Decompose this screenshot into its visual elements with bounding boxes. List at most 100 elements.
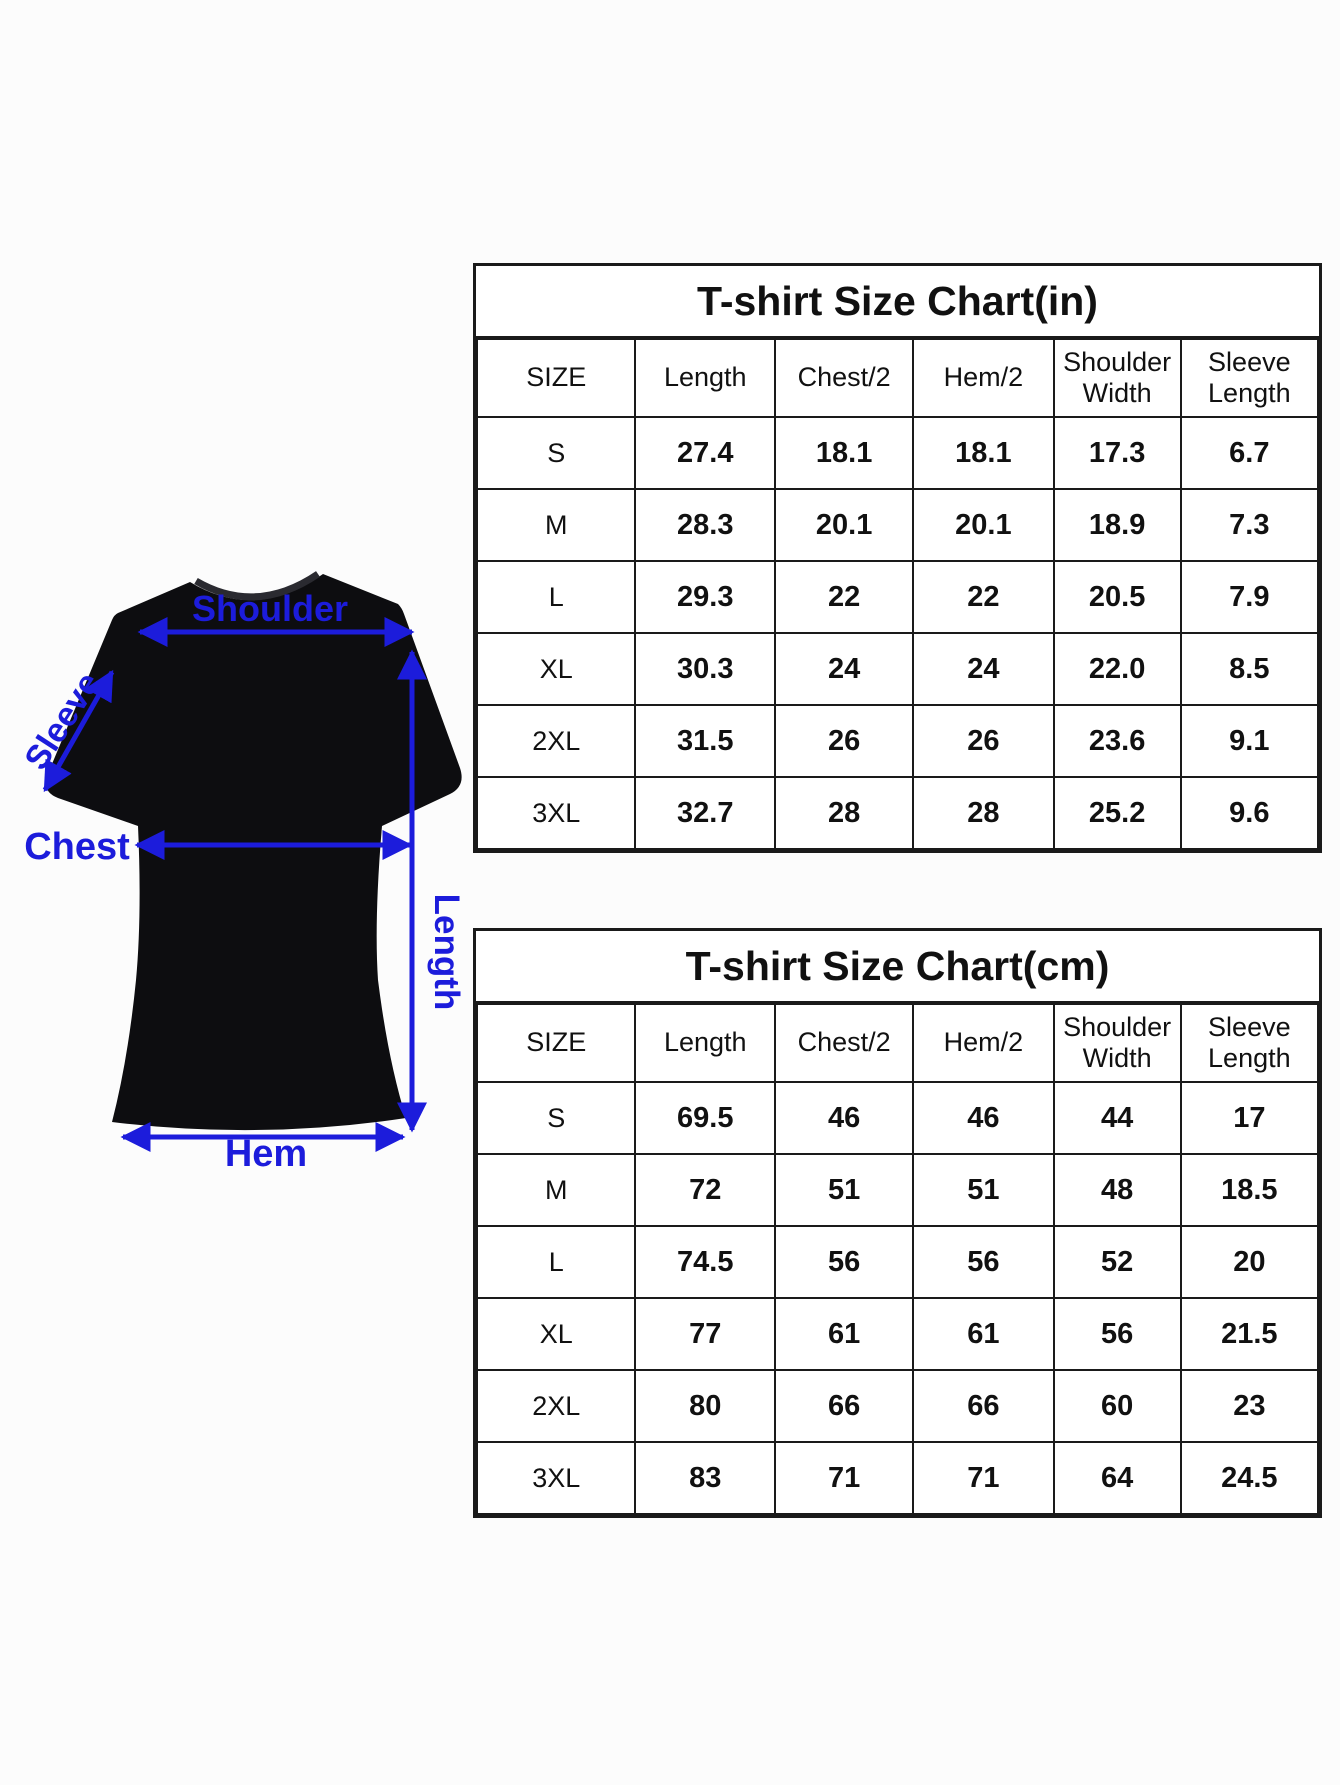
hem-label: Hem [224, 1133, 308, 1175]
size-row: XL 30.3 24 24 22.0 8.5 [475, 632, 1320, 706]
tshirt-measurement-diagram [42, 571, 462, 1152]
value-cell: 28 [912, 776, 1055, 850]
value-cell: 61 [774, 1297, 915, 1371]
size-cell: 3XL [475, 1441, 637, 1515]
sleeve-arrow [42, 669, 115, 793]
table-title-inches: T-shirt Size Chart(in) [476, 266, 1319, 338]
value-cell: 6.7 [1179, 416, 1320, 490]
size-row: S 27.4 18.1 18.1 17.3 6.7 [475, 416, 1320, 490]
table-title-cm: T-shirt Size Chart(cm) [476, 931, 1319, 1003]
size-cell: XL [475, 632, 637, 706]
value-cell: 27.4 [634, 416, 777, 490]
value-cell: 56 [774, 1225, 915, 1299]
size-row: M 28.3 20.1 20.1 18.9 7.3 [475, 488, 1320, 562]
value-cell: 26 [774, 704, 915, 778]
size-row: XL 77 61 61 56 21.5 [475, 1297, 1320, 1371]
value-cell: 21.5 [1179, 1297, 1320, 1371]
size-row: L 74.5 56 56 52 20 [475, 1225, 1320, 1299]
size-row: 3XL 32.7 28 28 25.2 9.6 [475, 776, 1320, 850]
size-chart-cm: T-shirt Size Chart(cm) SIZE Length Chest/2… [473, 928, 1322, 1518]
value-cell: 24 [912, 632, 1055, 706]
value-cell: 66 [774, 1369, 915, 1443]
column-header: SIZE [475, 1003, 637, 1083]
size-cell: S [475, 1081, 637, 1155]
value-cell: 46 [774, 1081, 915, 1155]
value-cell: 8.5 [1179, 632, 1320, 706]
value-cell: 18.1 [774, 416, 915, 490]
value-cell: 28 [774, 776, 915, 850]
column-header: Sleeve Length [1179, 1003, 1320, 1083]
value-cell: 66 [912, 1369, 1055, 1443]
column-header: Chest/2 [774, 1003, 915, 1083]
value-cell: 18.9 [1052, 488, 1182, 562]
value-cell: 28.3 [634, 488, 777, 562]
value-cell: 9.6 [1179, 776, 1320, 850]
column-header: Length [634, 338, 777, 418]
size-cell: M [475, 1153, 637, 1227]
value-cell: 74.5 [634, 1225, 777, 1299]
value-cell: 71 [774, 1441, 915, 1515]
value-cell: 17 [1179, 1081, 1320, 1155]
size-cell: 2XL [475, 704, 637, 778]
size-row: L 29.3 22 22 20.5 7.9 [475, 560, 1320, 634]
value-cell: 71 [912, 1441, 1055, 1515]
shoulder-label: Shoulder [191, 588, 348, 629]
column-header: Hem/2 [912, 338, 1055, 418]
value-cell: 64 [1052, 1441, 1182, 1515]
value-cell: 72 [634, 1153, 777, 1227]
value-cell: 20.1 [912, 488, 1055, 562]
column-header: Sleeve Length [1179, 338, 1320, 418]
value-cell: 46 [912, 1081, 1055, 1155]
value-cell: 24 [774, 632, 915, 706]
value-cell: 22 [912, 560, 1055, 634]
value-cell: 52 [1052, 1225, 1182, 1299]
value-cell: 80 [634, 1369, 777, 1443]
value-cell: 7.9 [1179, 560, 1320, 634]
size-cell: M [475, 488, 637, 562]
value-cell: 18.1 [912, 416, 1055, 490]
value-cell: 23 [1179, 1369, 1320, 1443]
size-row: 3XL 83 71 71 64 24.5 [475, 1441, 1320, 1515]
value-cell: 24.5 [1179, 1441, 1320, 1515]
value-cell: 83 [634, 1441, 777, 1515]
value-cell: 17.3 [1052, 416, 1182, 490]
value-cell: 51 [912, 1153, 1055, 1227]
value-cell: 51 [774, 1153, 915, 1227]
value-cell: 22.0 [1052, 632, 1182, 706]
column-header: Length [634, 1003, 777, 1083]
value-cell: 20.1 [774, 488, 915, 562]
value-cell: 26 [912, 704, 1055, 778]
value-cell: 25.2 [1052, 776, 1182, 850]
size-cell: S [475, 416, 637, 490]
chest-label: Chest [24, 826, 130, 868]
value-cell: 32.7 [634, 776, 777, 850]
size-cell: XL [475, 1297, 637, 1371]
value-cell: 7.3 [1179, 488, 1320, 562]
column-header: Shoulder Width [1052, 338, 1182, 418]
column-header: Hem/2 [912, 1003, 1055, 1083]
size-row: 2XL 80 66 66 60 23 [475, 1369, 1320, 1443]
size-cell: 3XL [475, 776, 637, 850]
value-cell: 56 [912, 1225, 1055, 1299]
value-cell: 31.5 [634, 704, 777, 778]
size-row: M 72 51 51 48 18.5 [475, 1153, 1320, 1227]
value-cell: 9.1 [1179, 704, 1320, 778]
value-cell: 60 [1052, 1369, 1182, 1443]
value-cell: 22 [774, 560, 915, 634]
value-cell: 56 [1052, 1297, 1182, 1371]
column-header: SIZE [475, 338, 637, 418]
value-cell: 20.5 [1052, 560, 1182, 634]
length-label: Length [427, 893, 466, 1011]
size-table-inches: SIZE Length Chest/2 Hem/2 Shoulder Width Slee… [475, 338, 1320, 850]
header-row: SIZE Length Chest/2 Hem/2 Shoulder Width Slee… [475, 338, 1320, 418]
size-cell: L [475, 560, 637, 634]
size-chart-inches: T-shirt Size Chart(in) SIZE Length Chest/2… [473, 263, 1322, 853]
size-cell: 2XL [475, 1369, 637, 1443]
value-cell: 18.5 [1179, 1153, 1320, 1227]
collar-graphic [194, 571, 320, 601]
value-cell: 61 [912, 1297, 1055, 1371]
value-cell: 48 [1052, 1153, 1182, 1227]
value-cell: 23.6 [1052, 704, 1182, 778]
value-cell: 30.3 [634, 632, 777, 706]
